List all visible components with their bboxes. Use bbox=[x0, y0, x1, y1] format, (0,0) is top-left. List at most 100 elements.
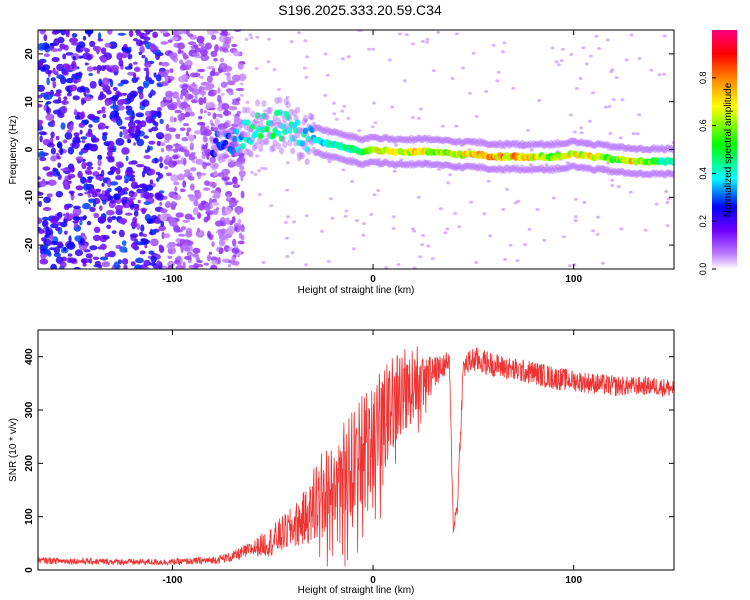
noise-blob bbox=[196, 35, 205, 44]
noise-blob bbox=[372, 101, 376, 105]
noise-blob bbox=[102, 235, 110, 240]
noise-blob bbox=[66, 92, 72, 97]
noise-blob bbox=[180, 226, 187, 231]
noise-blob bbox=[138, 51, 143, 55]
noise-blob bbox=[501, 207, 506, 211]
noise-blob bbox=[72, 55, 77, 61]
noise-blob bbox=[129, 198, 134, 206]
noise-blob bbox=[56, 171, 60, 176]
noise-blob bbox=[99, 243, 107, 250]
noise-blob bbox=[654, 202, 659, 206]
noise-blob bbox=[559, 59, 564, 63]
noise-blob bbox=[49, 137, 54, 144]
noise-blob bbox=[511, 86, 516, 90]
ridge-cell bbox=[302, 127, 309, 134]
noise-blob bbox=[134, 30, 141, 34]
noise-blob bbox=[79, 237, 85, 246]
figure-title: S196.2025.333.20.59.C34 bbox=[278, 2, 442, 18]
noise-blob bbox=[50, 147, 57, 155]
ridge-halo bbox=[235, 158, 241, 166]
noise-blob bbox=[218, 239, 226, 247]
noise-blob bbox=[99, 256, 109, 261]
noise-blob bbox=[260, 166, 265, 170]
noise-blob bbox=[369, 213, 374, 216]
noise-blob bbox=[505, 187, 510, 191]
colorbar-tick-label: 0.2 bbox=[698, 215, 708, 228]
noise-blob bbox=[161, 61, 170, 67]
noise-blob bbox=[114, 204, 123, 211]
noise-blob bbox=[42, 207, 52, 211]
noise-blob bbox=[134, 66, 141, 73]
noise-blob bbox=[75, 45, 84, 53]
noise-blob bbox=[149, 146, 153, 151]
noise-blob bbox=[62, 213, 67, 217]
noise-blob bbox=[188, 85, 192, 91]
ridge-halo bbox=[290, 147, 296, 155]
ridge-cell bbox=[670, 159, 674, 166]
noise-blob bbox=[117, 105, 125, 111]
noise-blob bbox=[143, 266, 150, 269]
noise-blob bbox=[110, 110, 120, 118]
noise-blob bbox=[362, 222, 366, 226]
noise-blob bbox=[285, 161, 290, 165]
noise-blob bbox=[438, 207, 443, 211]
noise-blob bbox=[328, 197, 333, 201]
noise-blob bbox=[52, 99, 62, 104]
noise-blob bbox=[97, 216, 107, 223]
noise-blob bbox=[346, 116, 351, 120]
noise-blob bbox=[126, 109, 135, 116]
noise-blob bbox=[200, 172, 207, 176]
noise-blob bbox=[344, 209, 349, 213]
noise-blob bbox=[144, 30, 152, 33]
noise-blob bbox=[357, 129, 362, 133]
noise-blob bbox=[188, 176, 195, 181]
noise-blob bbox=[436, 30, 441, 34]
y-tick-label: 10 bbox=[24, 96, 35, 108]
noise-blob bbox=[83, 183, 90, 191]
noise-blob bbox=[56, 155, 61, 160]
noise-blob bbox=[139, 250, 146, 255]
noise-blob bbox=[220, 81, 228, 88]
noise-blob bbox=[148, 168, 156, 176]
noise-blob bbox=[39, 30, 46, 35]
noise-blob bbox=[181, 84, 189, 91]
noise-blob bbox=[120, 79, 129, 85]
noise-blob bbox=[567, 264, 572, 268]
noise-blob bbox=[340, 109, 345, 113]
noise-blob bbox=[217, 87, 221, 94]
noise-blob bbox=[221, 103, 230, 110]
noise-blob bbox=[83, 89, 87, 97]
noise-blob bbox=[588, 54, 593, 58]
noise-blob bbox=[71, 141, 80, 149]
noise-blob bbox=[173, 181, 180, 186]
noise-blob bbox=[305, 55, 310, 59]
noise-blob bbox=[200, 46, 206, 51]
noise-blob bbox=[175, 134, 180, 140]
noise-blob bbox=[107, 150, 113, 157]
noise-blob bbox=[204, 42, 212, 50]
noise-blob bbox=[141, 170, 146, 178]
noise-blob bbox=[107, 157, 115, 163]
noise-blob bbox=[210, 123, 215, 127]
noise-blob bbox=[662, 72, 667, 76]
noise-blob bbox=[79, 47, 89, 51]
noise-blob bbox=[77, 193, 84, 196]
noise-blob bbox=[187, 252, 193, 257]
noise-blob bbox=[95, 175, 105, 180]
noise-blob bbox=[443, 231, 448, 235]
noise-blob bbox=[42, 138, 51, 146]
ridge-halo bbox=[230, 159, 236, 167]
noise-blob bbox=[341, 168, 346, 172]
noise-blob bbox=[101, 106, 106, 111]
noise-blob bbox=[160, 220, 164, 227]
noise-blob bbox=[64, 30, 70, 35]
noise-blob bbox=[113, 261, 120, 269]
noise-blob bbox=[579, 126, 584, 130]
noise-blob bbox=[211, 104, 216, 108]
noise-blob bbox=[38, 103, 43, 108]
noise-blob bbox=[89, 40, 96, 48]
noise-blob bbox=[179, 64, 187, 71]
noise-blob bbox=[176, 243, 182, 247]
noise-blob bbox=[192, 52, 200, 57]
noise-blob bbox=[213, 170, 218, 177]
